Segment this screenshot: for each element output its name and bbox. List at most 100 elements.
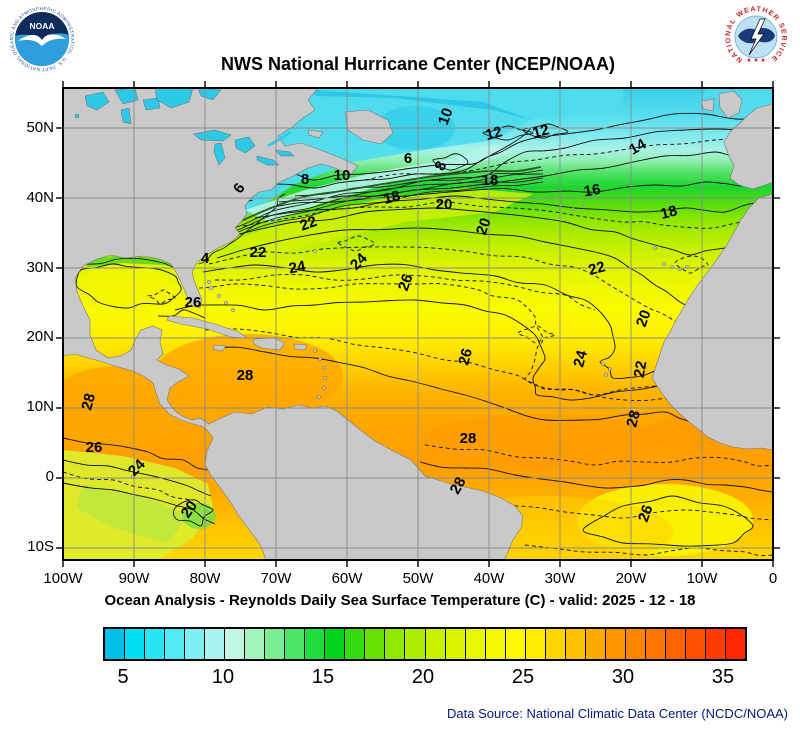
- x-axis-label: 70W: [260, 570, 292, 587]
- contour-label: 28: [237, 367, 254, 384]
- x-axis-labels: 100W 90W 80W 70W 60W 50W 40W 30W 20W 10W 0: [43, 570, 778, 587]
- y-axis-label: 40N: [26, 189, 54, 206]
- colorbar-tick-label: 20: [411, 666, 435, 688]
- contour-label: 28: [623, 409, 644, 430]
- colorbar-segment: [545, 629, 566, 659]
- contour-label: 20: [178, 498, 201, 521]
- latlon-grid: [63, 88, 773, 560]
- americas-landmass: [63, 88, 524, 560]
- noaa-logo: NATIONAL OCEANIC AND ATMOSPHERIC ADMINIS…: [8, 5, 76, 73]
- colorbar-segment: [605, 629, 626, 659]
- newfoundland-island: [344, 109, 394, 145]
- colorbar-tick-label: 15: [311, 666, 335, 688]
- y-axis-labels: 50N 40N 30N 20N 10N 0 10S: [10, 0, 54, 560]
- contour-label: 28: [447, 474, 470, 497]
- colorbar-segment: [725, 629, 745, 659]
- colorbar-segment: [665, 629, 686, 659]
- y-axis-label: 10S: [27, 538, 54, 555]
- colorbar-segment: [405, 629, 426, 659]
- contour-label: 10: [334, 167, 351, 184]
- contour-label: 18: [659, 202, 680, 223]
- contour-label: 22: [587, 258, 608, 279]
- colorbar-segment: [125, 629, 146, 659]
- contour-label: 20: [473, 216, 495, 237]
- caption: Ocean Analysis - Reynolds Daily Sea Surf…: [104, 592, 696, 609]
- contour-label: 26: [185, 294, 202, 311]
- colorbar-tick-label: 35: [711, 666, 735, 688]
- x-axis-label: 90W: [118, 570, 150, 587]
- contour-label: 24: [570, 348, 591, 369]
- colorbar-tick-label: 30: [611, 666, 635, 688]
- contour-label: 14: [626, 135, 650, 158]
- contour-label: 6: [404, 150, 412, 167]
- x-axis-label: 60W: [331, 570, 363, 587]
- colorbar-segment: [565, 629, 586, 659]
- contour-label: 18: [482, 172, 499, 189]
- contour-label: 20: [436, 196, 453, 213]
- ireland-island: [701, 98, 715, 112]
- colorbar-segment: [185, 629, 206, 659]
- colorbar-segment: [585, 629, 606, 659]
- y-axis-label: 20N: [26, 328, 54, 345]
- nws-logo: NATIONAL WEATHER SERVICE ★ ★ ★: [724, 5, 788, 69]
- y-axis-label: 30N: [26, 259, 54, 276]
- x-axis-label: 10W: [686, 570, 718, 587]
- great-lakes: [74, 88, 295, 166]
- sst-map: 10 12 12 14 6 8 10 6 8 18 18 16 18 20 20 22 22 4 24 24 22 26 2…: [55, 80, 781, 572]
- colorbar-segment: [245, 629, 266, 659]
- colorbar-segment: [425, 629, 446, 659]
- nws-logo-stars: ★ ★ ★: [746, 57, 765, 64]
- data-source: Data Source: National Climatic Data Cent…: [447, 706, 788, 721]
- colorbar-segment: [645, 629, 666, 659]
- contour-label: 20: [633, 308, 655, 329]
- colorbar-segment: [525, 629, 546, 659]
- colorbar-segment: [205, 629, 226, 659]
- contour-label: 26: [635, 503, 657, 524]
- noaa-logo-text: NOAA: [29, 21, 54, 31]
- colorbar-tick-label: 5: [117, 666, 129, 688]
- colorbar-segment: [445, 629, 466, 659]
- colorbar-segment: [325, 629, 346, 659]
- colorbar-segment: [285, 629, 306, 659]
- colorbar-tick-label: 25: [511, 666, 535, 688]
- small-islands: [131, 203, 689, 479]
- x-axis-label: 40W: [473, 570, 505, 587]
- colorbar-segment: [145, 629, 166, 659]
- axis-ticks: [56, 81, 780, 567]
- europe-landmass: [723, 103, 773, 190]
- colorbar-tick-label: 10: [211, 666, 235, 688]
- colorbar-segment: [345, 629, 366, 659]
- contour-label: 8: [301, 171, 309, 188]
- colorbar-segment: [705, 629, 726, 659]
- africa-landmass: [651, 193, 773, 451]
- colorbar-segment: [465, 629, 486, 659]
- contour-label: 22: [250, 244, 267, 261]
- contour-label: 18: [382, 187, 403, 208]
- colorbar-segment: [225, 629, 246, 659]
- x-axis-label: 100W: [43, 570, 83, 587]
- colorbar-segment: [685, 629, 706, 659]
- x-axis-label: 50W: [402, 570, 434, 587]
- contour-label: 22: [631, 360, 651, 379]
- colorbar-segment: [505, 629, 526, 659]
- x-axis-label: 80W: [189, 570, 221, 587]
- colorbar-segment: [305, 629, 326, 659]
- contour-label: 10: [435, 106, 457, 127]
- colorbar-segment: [265, 629, 286, 659]
- seagull-icon: [18, 34, 66, 46]
- contour-label: 12: [484, 123, 505, 144]
- landmasses: [63, 88, 773, 560]
- x-axis-label: 30W: [544, 570, 576, 587]
- colorbar-segment: [385, 629, 406, 659]
- page-title: NWS National Hurricane Center (NCEP/NOAA…: [220, 54, 616, 74]
- contour-label: 24: [288, 258, 308, 278]
- x-axis-label: 0: [768, 570, 778, 587]
- britain-island: [718, 90, 743, 119]
- y-axis-label: 50N: [26, 119, 54, 136]
- colorbar-segment: [165, 629, 186, 659]
- colorbar-segment: [485, 629, 506, 659]
- contour-label: 26: [86, 439, 103, 456]
- colorbar-segment: [625, 629, 646, 659]
- contour-label: 4: [201, 250, 210, 267]
